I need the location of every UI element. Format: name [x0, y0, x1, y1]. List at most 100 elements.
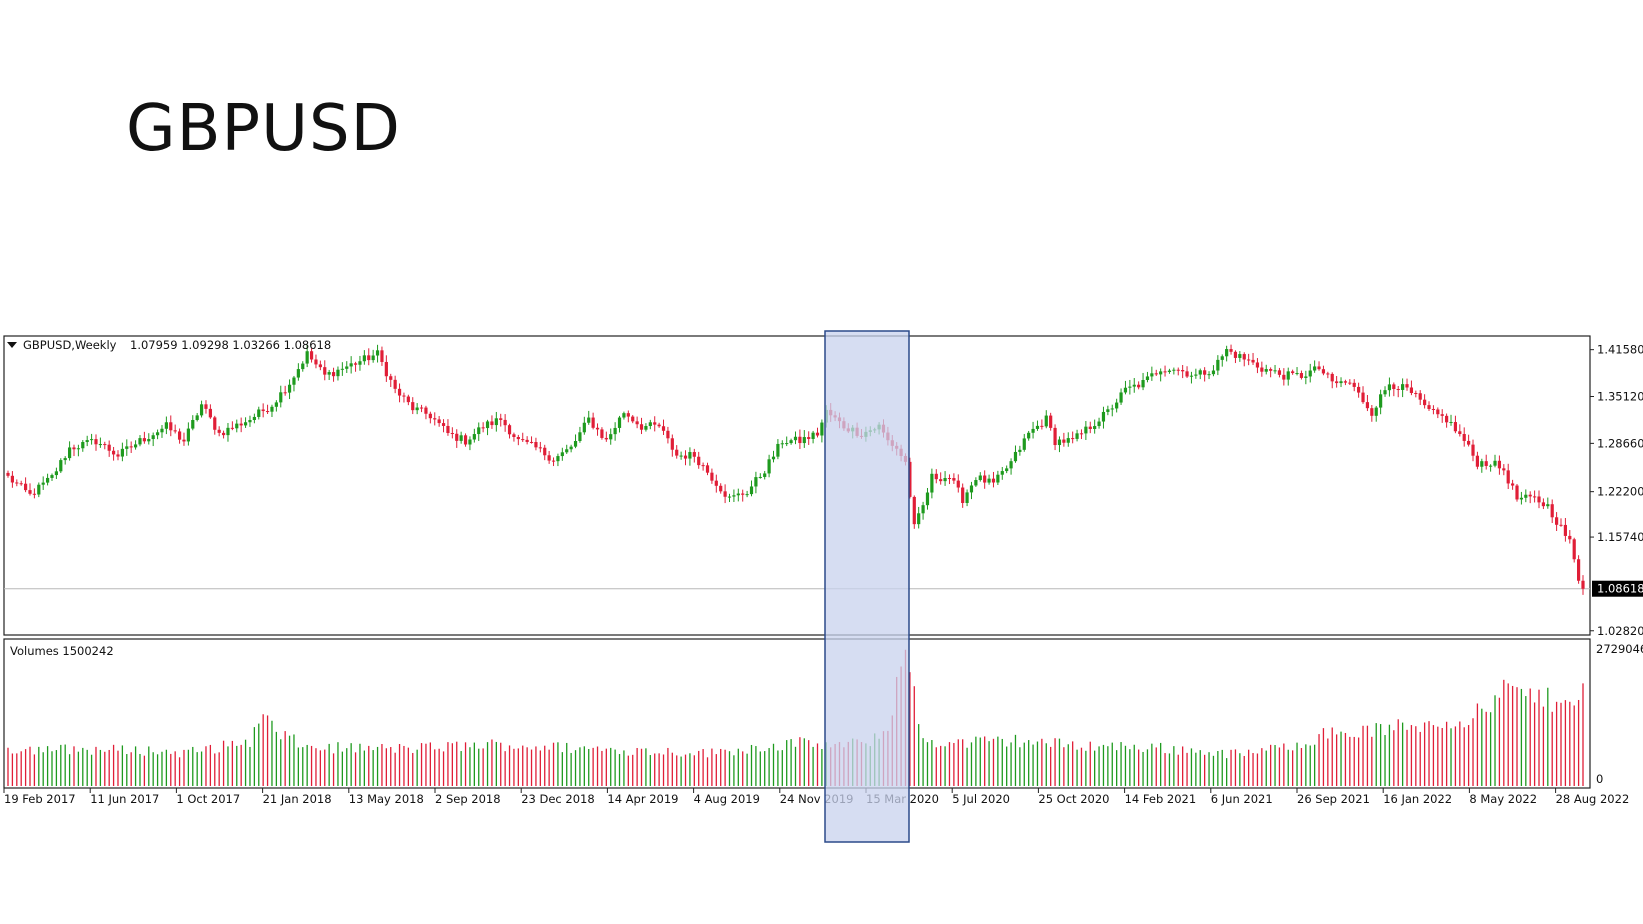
candle-body [1471, 444, 1475, 456]
candle-body [1172, 369, 1176, 371]
candle-body [1097, 421, 1101, 427]
candle-body [270, 406, 274, 412]
candle-body [1374, 407, 1378, 416]
candle-body [1308, 370, 1312, 377]
volume-bars [7, 649, 1584, 786]
candle-body [587, 417, 591, 423]
candle-body [283, 392, 287, 394]
candle-body [512, 434, 516, 438]
candle-body [336, 369, 340, 377]
candle-body [1128, 386, 1132, 388]
candle-body [371, 355, 375, 361]
candle-body [1326, 373, 1330, 375]
candle-body [1044, 415, 1048, 427]
candle-body [1084, 426, 1088, 434]
candle-body [807, 437, 811, 439]
candle-body [767, 459, 771, 474]
chart-menu-arrow-icon[interactable] [7, 342, 17, 348]
volume-panel: Volumes 1500242 2729046 0 [3, 638, 1643, 789]
time-tick-label: 6 Jun 2021 [1211, 792, 1273, 806]
candle-body [1189, 375, 1194, 377]
candle-body [1242, 354, 1246, 360]
candle-body [1027, 432, 1031, 439]
candle-body [639, 424, 644, 430]
candle-body [406, 396, 410, 403]
candle-body [670, 438, 674, 450]
candle-body [1524, 494, 1528, 498]
candle-body [974, 480, 978, 486]
candle-body [1431, 408, 1436, 410]
candle-body [23, 483, 28, 491]
candle-body [1352, 382, 1356, 387]
candle-body [719, 485, 723, 492]
candle-body [635, 421, 639, 425]
candle-body [485, 421, 490, 429]
candle-body [1581, 580, 1585, 589]
candle-body [419, 407, 424, 409]
candle-body [221, 432, 226, 436]
candle-body [622, 413, 626, 418]
candle-body [415, 407, 419, 411]
candle-body [1198, 370, 1202, 375]
candle-body [714, 480, 718, 486]
price-panel-frame [3, 335, 1591, 636]
candle-body [1577, 559, 1581, 581]
candle-body [340, 368, 344, 370]
time-tick-label: 26 Sep 2021 [1297, 792, 1370, 806]
candle-body [534, 442, 538, 448]
candle-body [1445, 415, 1449, 423]
time-tick-label: 14 Feb 2021 [1125, 792, 1197, 806]
candle-body [213, 417, 217, 430]
time-tick-label: 14 Apr 2019 [607, 792, 678, 806]
candle-body [1502, 468, 1506, 471]
candle-body [565, 449, 569, 453]
candle-body [626, 413, 630, 417]
candle-body [1220, 356, 1224, 360]
volume-tick-zero: 0 [1596, 772, 1603, 786]
candle-body [424, 407, 428, 414]
candle-body [499, 418, 503, 420]
candle-body [195, 415, 199, 420]
candle-body [37, 484, 41, 495]
price-tick-label: 1.22200 [1597, 485, 1643, 499]
candle-body [1506, 470, 1510, 484]
candle-body [666, 430, 670, 439]
candle-body [1563, 524, 1568, 536]
price-panel: 1.41580 1.35120 1.28660 1.22200 1.15740 1.028… [3, 335, 1643, 638]
candle-body [538, 447, 542, 449]
candle-body [1511, 483, 1515, 486]
candle-body [1497, 460, 1502, 469]
candle-body [763, 473, 767, 477]
candle-body [1211, 370, 1216, 375]
candle-body [358, 361, 362, 365]
candle-body [758, 476, 762, 478]
candle-body [1313, 366, 1317, 371]
candle-body [1269, 369, 1273, 371]
candle-body [1022, 438, 1026, 450]
candle-body [1194, 374, 1198, 376]
candle-body [204, 404, 208, 409]
volume-panel-frame [3, 638, 1591, 789]
candle-body [151, 435, 155, 440]
candle-body [6, 472, 10, 476]
candle-body [789, 440, 793, 444]
candle-body [723, 491, 727, 497]
candle-body [1110, 408, 1114, 410]
candle-body [1229, 349, 1233, 352]
candle-body [1458, 431, 1462, 435]
candle-body [1141, 380, 1145, 388]
candle-body [1440, 414, 1444, 416]
price-axis: 1.41580 1.35120 1.28660 1.22200 1.15740 1.028… [1590, 343, 1643, 638]
candle-body [1154, 373, 1158, 375]
candle-body [1392, 384, 1396, 390]
price-tick-label: 1.41580 [1597, 343, 1643, 357]
current-price-label: 1.08618 [1597, 582, 1643, 596]
candle-body [173, 430, 177, 432]
candle-body [164, 422, 168, 429]
candle-body [265, 411, 270, 413]
candle-body [468, 439, 472, 445]
candle-body [1418, 393, 1422, 400]
candle-body [1106, 409, 1110, 412]
candle-body [1515, 485, 1519, 500]
time-tick-label: 23 Dec 2018 [521, 792, 594, 806]
